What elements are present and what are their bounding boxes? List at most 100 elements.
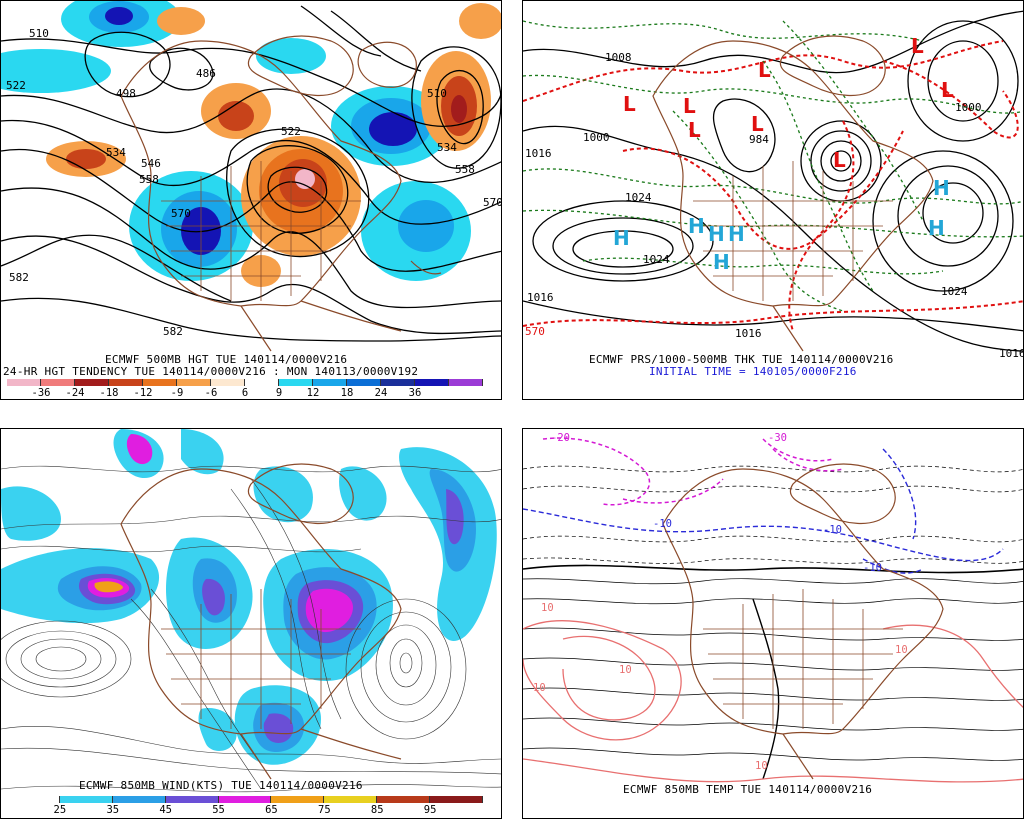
warm-isotherms [523, 620, 1023, 783]
tendency-blob [459, 3, 501, 39]
scale-tick-label: 12 [306, 387, 320, 399]
scale-tick-label: 18 [340, 387, 354, 399]
contour-label: 534 [437, 141, 457, 154]
contour-label: 984 [749, 133, 769, 146]
contour-label: 1008 [605, 51, 632, 64]
tendency-blob [398, 200, 454, 252]
wind-color-scale [7, 796, 483, 803]
contour-label: 1000 [583, 131, 610, 144]
map-850mb-wind [1, 429, 501, 793]
scale-swatch [324, 796, 378, 803]
panel-850mb-temperature: -20 -30 -10 -10 -10 10 10 10 10 10 ECMWF… [522, 428, 1024, 819]
scale-swatch [112, 796, 166, 803]
height-contours [1, 5, 501, 342]
contour-label: 1016 [525, 147, 552, 160]
contour-label: 10 [755, 760, 768, 772]
contour-label: -10 [653, 518, 672, 530]
scale-swatch [377, 796, 430, 803]
high-pressure-symbol: H [708, 222, 725, 246]
tendency-blob [218, 101, 254, 131]
scale-swatch [347, 379, 381, 386]
tendency-blob [256, 38, 326, 74]
contour-label: 10 [895, 644, 908, 656]
contour-label: -20 [551, 432, 570, 444]
scale-swatch [165, 796, 219, 803]
contour-label: 1016 [735, 327, 762, 340]
contour-label: 1024 [643, 253, 670, 266]
contour-label: 1024 [941, 285, 968, 298]
scale-swatch [7, 379, 41, 386]
contour-label: 558 [455, 163, 475, 176]
contour-label: -10 [823, 524, 842, 536]
state-borders [693, 161, 893, 301]
thickness-label: 570 [525, 325, 545, 338]
scale-tick-label: 24 [374, 387, 388, 399]
panel-500mb-height: 510 522 498 486 534 546 558 570 582 522 … [0, 0, 502, 400]
map-pressure-thickness: H H H H H H H L L L L L L L L 1000 1016 … [523, 10, 1023, 360]
high-pressure-symbol: H [933, 176, 950, 200]
high-pressure-symbol: H [728, 222, 745, 246]
caption-height-tendency: 24-HR HGT TENDENCY TUE 140114/0000V216 :… [3, 365, 419, 378]
caption-500mb-height: ECMWF 500MB HGT TUE 140114/0000V216 [105, 353, 348, 366]
scale-swatch [59, 796, 113, 803]
scale-tick-label: 36 [408, 387, 422, 399]
caption-initial-time: INITIAL TIME = 140105/0000F216 [649, 365, 857, 378]
wind-speed-shading [1, 429, 497, 765]
high-pressure-symbol: H [928, 216, 945, 240]
height-tendency-shading [1, 1, 501, 287]
tendency-blob [105, 7, 133, 25]
contour-label: 570 [483, 196, 502, 209]
scale-tick-label: -12 [133, 387, 153, 399]
scale-swatch [143, 379, 177, 386]
scale-swatch [41, 379, 75, 386]
state-borders [161, 161, 361, 301]
scale-swatch [75, 379, 109, 386]
scale-tick-label: 6 [241, 387, 249, 399]
contour-label: 534 [106, 146, 126, 159]
low-pressure-symbol: L [941, 78, 954, 102]
high-pressure-symbol: H [713, 250, 730, 274]
contour-labels: -20 -30 -10 -10 -10 10 10 10 10 10 [533, 432, 908, 772]
scale-swatch [279, 379, 313, 386]
tendency-blob [66, 149, 106, 169]
contour-label: 546 [141, 157, 161, 170]
contour-label: 510 [427, 87, 447, 100]
low-pressure-symbol: L [688, 118, 701, 142]
contour-label: 1024 [625, 191, 652, 204]
contour-label: 522 [281, 125, 301, 138]
scale-tick-label: -18 [99, 387, 119, 399]
state-borders [161, 589, 361, 729]
contour-label: 498 [116, 87, 136, 100]
low-pressure-symbol: L [758, 58, 771, 82]
pressure-centers: H H H H H H H L L L L L L L L [613, 34, 954, 274]
coastlines [652, 35, 934, 352]
contour-labels: 510 522 498 486 534 546 558 570 582 522 … [6, 27, 502, 338]
map-850mb-temperature: -20 -30 -10 -10 -10 10 10 10 10 10 [523, 432, 1023, 783]
scale-swatch [430, 796, 483, 803]
panel-pressure-thickness: H H H H H H H L L L L L L L L 1000 1016 … [522, 0, 1024, 400]
high-pressure-symbol: H [688, 214, 705, 238]
panel-850mb-wind: ECMWF 850MB WIND(KTS) TUE 140114/0000V21… [0, 428, 502, 819]
scale-tick-label: 95 [423, 804, 437, 816]
scale-swatch [245, 379, 279, 386]
contour-label: 486 [196, 67, 216, 80]
map-500mb: 510 522 498 486 534 546 558 570 582 522 … [1, 1, 502, 352]
tendency-color-scale [7, 379, 483, 386]
caption-850mb-temperature: ECMWF 850MB TEMP TUE 140114/0000V216 [623, 783, 873, 796]
low-pressure-symbol: L [751, 112, 764, 136]
very-cold-isotherms [542, 437, 844, 506]
scale-tick-label: 85 [370, 804, 384, 816]
tendency-blob [369, 112, 417, 146]
contour-label: -10 [863, 562, 882, 574]
contour-label: 10 [541, 602, 554, 614]
scale-tick-label: 9 [275, 387, 283, 399]
scale-swatch [211, 379, 245, 386]
low-pressure-symbol: L [623, 92, 636, 116]
coastlines [120, 35, 442, 352]
contour-label: 510 [29, 27, 49, 40]
contour-label: -30 [768, 432, 787, 444]
tendency-blob [451, 95, 467, 123]
scale-tick-label: -36 [31, 387, 51, 399]
tendency-blob [295, 169, 315, 189]
contour-label: 582 [9, 271, 29, 284]
